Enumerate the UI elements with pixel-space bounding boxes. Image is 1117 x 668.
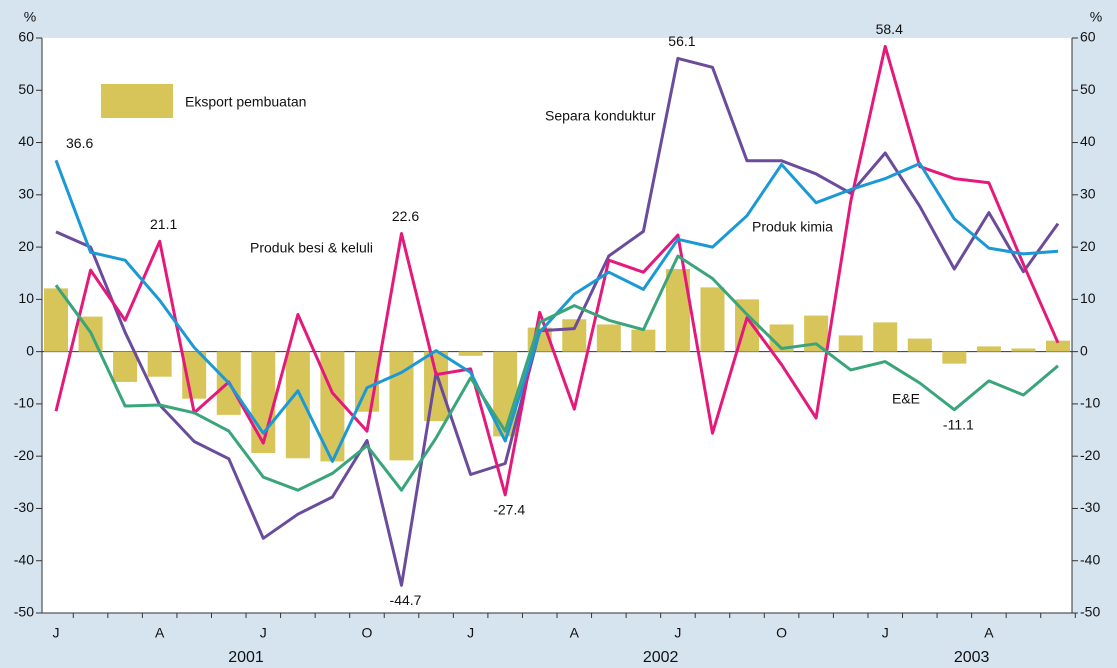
x-tick-label: O: [362, 625, 373, 641]
bar: [976, 346, 1001, 352]
legend-label: Eksport pembuatan: [185, 94, 306, 110]
data-label: 22.6: [392, 208, 419, 224]
y2-tick-label: 50: [1080, 81, 1096, 97]
x-tick-label: J: [260, 625, 267, 641]
x-tick-label: A: [570, 625, 580, 641]
data-label: 58.4: [876, 21, 903, 37]
plot-area: [42, 38, 1072, 613]
y2-tick-label: 20: [1080, 238, 1096, 254]
bar: [113, 351, 138, 382]
year-label: 2003: [954, 649, 990, 666]
bar: [389, 351, 414, 461]
y2-tick-label: -10: [1080, 395, 1100, 411]
legend-swatch: [101, 84, 173, 118]
data-label: -44.7: [390, 592, 422, 608]
bar: [873, 322, 898, 352]
series-label: Produk besi & keluli: [250, 240, 373, 256]
data-label: -11.1: [943, 416, 974, 432]
y-tick-label: 0: [26, 342, 34, 358]
x-tick-label: O: [776, 625, 787, 641]
bar: [458, 351, 483, 356]
data-label: 21.1: [150, 216, 177, 232]
y-axis-unit: %: [24, 9, 36, 25]
x-tick-label: A: [984, 625, 994, 641]
y2-tick-label: -40: [1080, 551, 1100, 567]
x-tick-label: J: [674, 625, 681, 641]
y2-axis-unit: %: [1090, 9, 1102, 25]
series-label: Separa konduktur: [545, 108, 656, 124]
y-tick-label: -10: [14, 395, 34, 411]
series-line: [54, 44, 1060, 497]
y-tick-label: -40: [14, 551, 34, 567]
y2-tick-label: -30: [1080, 499, 1100, 515]
series-label: Produk kimia: [752, 219, 833, 235]
x-tick-label: A: [155, 625, 165, 641]
bar: [562, 319, 587, 352]
y2-tick-label: 0: [1080, 342, 1088, 358]
series-line: [55, 56, 1060, 587]
y-tick-label: -50: [14, 604, 34, 620]
bar: [147, 351, 172, 377]
bar: [1046, 340, 1070, 352]
x-tick-label: J: [467, 625, 474, 641]
bar: [907, 338, 932, 352]
y2-tick-label: 30: [1080, 186, 1096, 202]
y-tick-label: 50: [18, 81, 34, 97]
x-tick-label: J: [53, 625, 60, 641]
y-tick-label: 10: [18, 290, 34, 306]
bar: [838, 335, 863, 352]
bar: [596, 324, 621, 352]
y2-tick-label: -50: [1080, 604, 1100, 620]
series-line: [54, 254, 1059, 492]
y-tick-label: -20: [14, 447, 34, 463]
data-label: -27.4: [493, 502, 525, 518]
y2-tick-label: -20: [1080, 447, 1100, 463]
y-tick-label: 30: [18, 186, 34, 202]
data-label: 56.1: [668, 33, 695, 49]
bar: [700, 287, 725, 352]
y2-tick-label: 60: [1080, 29, 1096, 45]
bar: [44, 288, 68, 352]
y-tick-label: -30: [14, 499, 34, 515]
y2-tick-label: 10: [1080, 290, 1096, 306]
y-tick-label: 20: [18, 238, 34, 254]
bar: [631, 329, 656, 352]
y-tick-label: 60: [18, 29, 34, 45]
x-tick-label: J: [882, 625, 889, 641]
bar: [424, 351, 449, 422]
bar: [942, 351, 967, 364]
year-label: 2001: [228, 649, 264, 666]
y2-tick-label: 40: [1080, 133, 1096, 149]
series-label: E&E: [892, 391, 920, 407]
year-label: 2002: [643, 649, 679, 666]
y-tick-label: 40: [18, 133, 34, 149]
bar: [251, 351, 276, 454]
data-label: 36.6: [66, 135, 93, 151]
bar: [1011, 348, 1036, 352]
